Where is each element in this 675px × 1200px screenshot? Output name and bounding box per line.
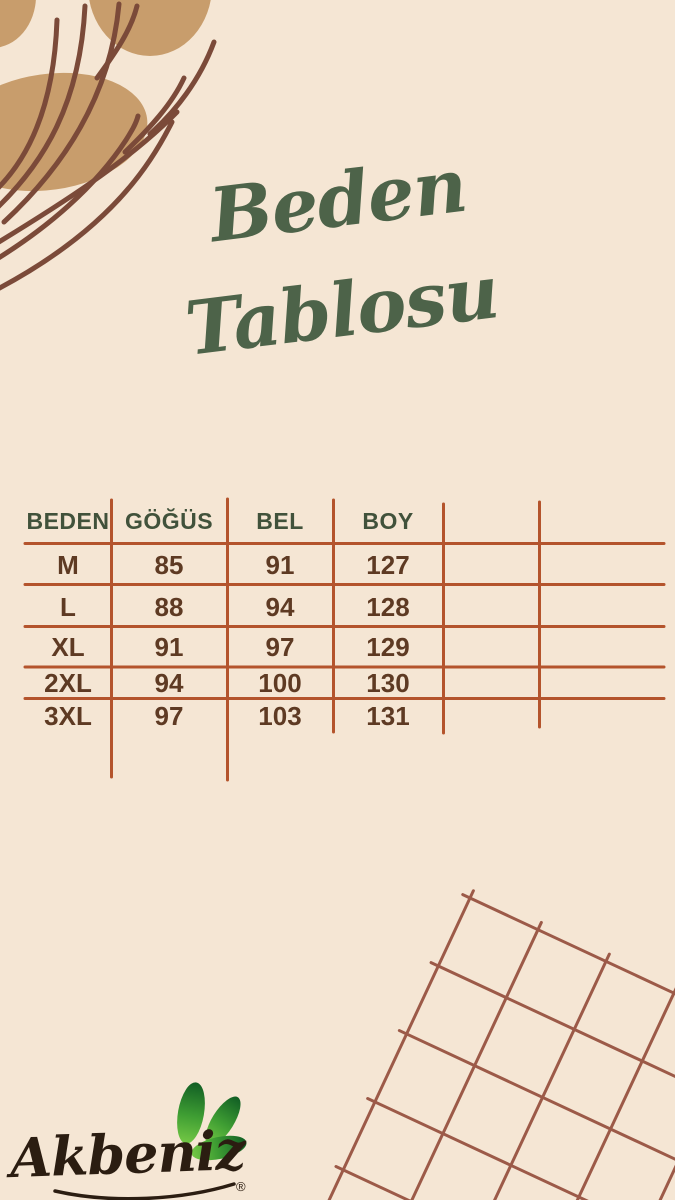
table-cell-bel: 97 [265, 632, 295, 662]
table-cell-gogus: 88 [154, 591, 184, 622]
table-cell-boy: 129 [366, 632, 410, 662]
blob-decoration [0, 0, 211, 192]
table-cell-size: 2XL [44, 667, 92, 698]
table-cell-gogus: 85 [154, 549, 184, 580]
col-header-gogus: GÖĞÜS [124, 507, 214, 534]
registered-trademark-icon: ® [236, 1179, 246, 1194]
table-cell-size: L [60, 591, 76, 622]
page-title-line1: Beden [205, 142, 471, 260]
table-cell-size: 3XL [44, 700, 92, 731]
page-title-line2: Tablosu [181, 249, 503, 373]
table-cell-gogus: 97 [154, 700, 184, 731]
table-cell-bel: 100 [258, 667, 302, 698]
lattice-decoration [286, 889, 675, 1200]
table-cell-bel: 91 [265, 549, 295, 580]
table-cell-boy: 128 [366, 591, 410, 622]
table-cell-bel: 94 [265, 591, 295, 622]
table-cell-boy: 130 [366, 667, 410, 698]
col-header-boy: BOY [362, 507, 414, 534]
table-cell-gogus: 91 [154, 632, 184, 662]
table-cell-size: XL [51, 632, 85, 662]
brand-logo-text: Akbeniz [8, 1117, 246, 1191]
col-header-bel: BEL [256, 507, 304, 534]
branch-decoration [0, 1, 217, 291]
table-cell-size: M [57, 549, 79, 580]
table-cell-bel: 103 [258, 700, 302, 731]
table-cell-gogus: 94 [154, 667, 184, 698]
table-cell-boy: 131 [366, 700, 410, 731]
table-cell-boy: 127 [366, 549, 410, 580]
col-header-beden: BEDEN [26, 507, 110, 534]
